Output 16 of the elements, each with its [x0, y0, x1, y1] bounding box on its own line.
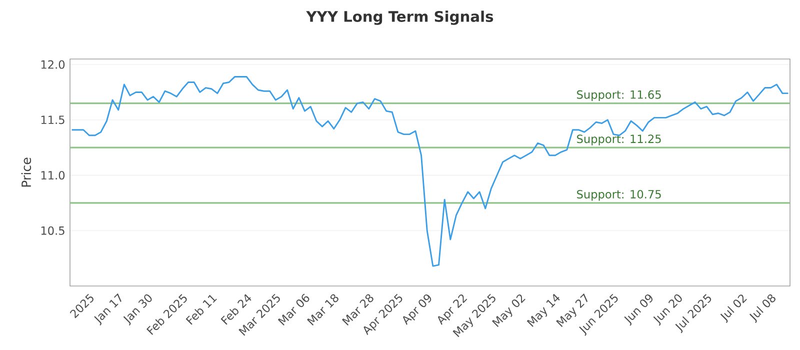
x-tick-label: Apr 09	[402, 294, 432, 326]
y-tick-label: 11.5	[41, 116, 64, 124]
x-tick-label: Jan 30	[123, 294, 152, 326]
ref-line-label: Support: 11.25	[577, 134, 661, 146]
chart-title: YYY Long Term Signals	[306, 10, 494, 25]
y-tick-label: 10.5	[41, 226, 64, 235]
ref-line-label: Support: 11.65	[577, 90, 661, 102]
ref-line-label: Support: 10.75	[577, 190, 661, 201]
x-tick-label: Jan 17	[94, 293, 122, 326]
x-tick-label: Jun 09	[624, 294, 652, 326]
y-tick-label: 11.0	[41, 171, 65, 180]
x-tick-label: Jul 02	[720, 294, 747, 324]
y-tick-label: 12.0	[41, 60, 65, 69]
x-tick-label: Feb 11	[186, 294, 217, 325]
y-axis-title: Price	[21, 158, 32, 187]
x-tick-label: Jul 08	[749, 294, 776, 324]
